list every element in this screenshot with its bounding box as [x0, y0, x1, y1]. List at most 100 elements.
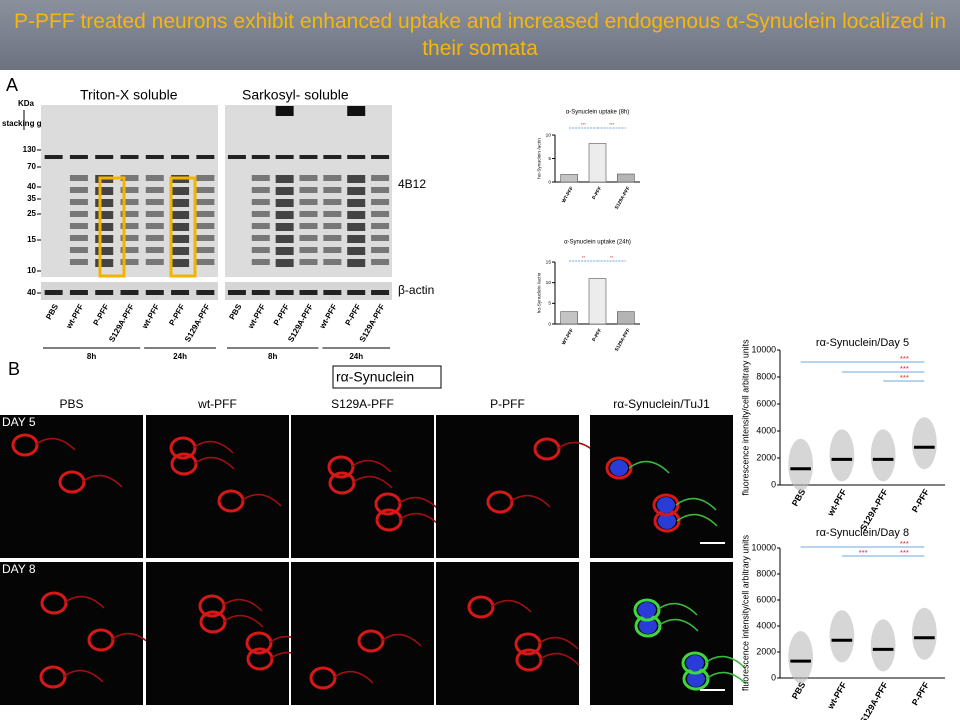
nucleus [687, 671, 705, 687]
band [323, 235, 342, 241]
significance-label: *** [900, 548, 909, 557]
neurite [34, 437, 76, 451]
x-tick-label: P-PFF [591, 328, 603, 343]
timepoint: 24h [173, 352, 187, 361]
band [347, 247, 366, 255]
neurite [704, 655, 746, 669]
neurite [63, 595, 105, 609]
band [69, 187, 88, 193]
band [251, 223, 270, 229]
band [145, 290, 164, 295]
band [323, 223, 342, 229]
chart-title: α-Synuclein uptake (8h) [566, 110, 630, 116]
cell-body [605, 456, 633, 480]
band [275, 106, 294, 116]
band [69, 247, 88, 253]
band [145, 175, 164, 181]
band [299, 187, 318, 193]
x-tick-label: WT-PFF [561, 328, 575, 347]
neurite [538, 652, 580, 666]
nucleus [657, 497, 675, 513]
neurite [705, 671, 747, 685]
band-label: β-actin [398, 283, 434, 297]
band [227, 155, 246, 159]
lane-label: P-PFF [91, 302, 110, 327]
significance-label: *** [900, 373, 909, 382]
stain-box [332, 365, 442, 389]
mw-marker: 10 [27, 266, 36, 275]
neurite [676, 513, 718, 527]
cell-body [467, 595, 495, 619]
cell-body [58, 470, 86, 494]
neurite [656, 602, 698, 616]
y-tick-label: 0 [771, 672, 776, 682]
cell-body [681, 651, 709, 675]
band [251, 290, 270, 295]
cell-body [327, 455, 355, 479]
panel-label: A [6, 75, 18, 95]
band [171, 290, 190, 295]
band [323, 199, 342, 205]
y-tick-label: 10000 [752, 542, 777, 552]
band [196, 259, 215, 265]
highlight-box [169, 176, 197, 278]
bar [588, 278, 607, 325]
band [323, 155, 342, 159]
band [275, 199, 294, 207]
y-tick-label: 0 [548, 179, 551, 185]
cell-body [11, 433, 39, 457]
nucleus [638, 602, 656, 618]
micrograph [0, 562, 143, 705]
band [323, 247, 342, 253]
cell-body [198, 594, 226, 618]
lane-label: wt-PFF [317, 302, 339, 331]
band [120, 155, 139, 159]
significance-label: *** [900, 539, 909, 548]
band [275, 235, 294, 243]
band [347, 290, 366, 295]
dot-cloud [788, 631, 813, 684]
timepoint: 8h [268, 352, 277, 361]
dot-cloud [870, 429, 896, 482]
band [371, 175, 390, 181]
band [120, 187, 139, 193]
column-label: S129A-PFF [331, 397, 394, 411]
neurite [193, 456, 235, 470]
lane-label: P-PFF [272, 302, 291, 327]
bar [560, 174, 578, 183]
dot-cloud [788, 438, 813, 491]
bar [588, 143, 607, 183]
chart-title: rα-Synuclein/Day 8 [816, 527, 909, 539]
band [69, 175, 88, 181]
neurite [332, 670, 374, 684]
band [275, 223, 294, 231]
band [299, 290, 318, 295]
nucleus [658, 513, 676, 529]
band [145, 199, 164, 205]
timepoint: 24h [349, 352, 363, 361]
band [120, 175, 139, 181]
band [171, 223, 190, 231]
cell-body [217, 489, 245, 513]
y-tick-label: 2000 [756, 452, 776, 462]
y-tick-label: 5 [548, 301, 551, 307]
band [69, 259, 88, 265]
band [145, 211, 164, 217]
lane-label: P-PFF [343, 302, 362, 327]
x-tick-label: P-PFF [591, 186, 603, 201]
y-axis-label: hα-Synuclein /actin [536, 272, 542, 313]
band [145, 155, 164, 159]
band [95, 259, 114, 267]
significance-label: *** [581, 122, 586, 127]
neurite [397, 496, 439, 510]
band [323, 259, 342, 265]
band [120, 199, 139, 205]
band [120, 259, 139, 265]
band [95, 155, 114, 159]
x-tick-label: wt-PFF [825, 680, 849, 712]
band [275, 290, 294, 295]
micrograph [0, 415, 143, 558]
lane-label: PBS [227, 302, 243, 321]
y-tick-label: 2000 [756, 646, 776, 656]
chart-title: α-Synuclein uptake (24h) [564, 240, 631, 246]
